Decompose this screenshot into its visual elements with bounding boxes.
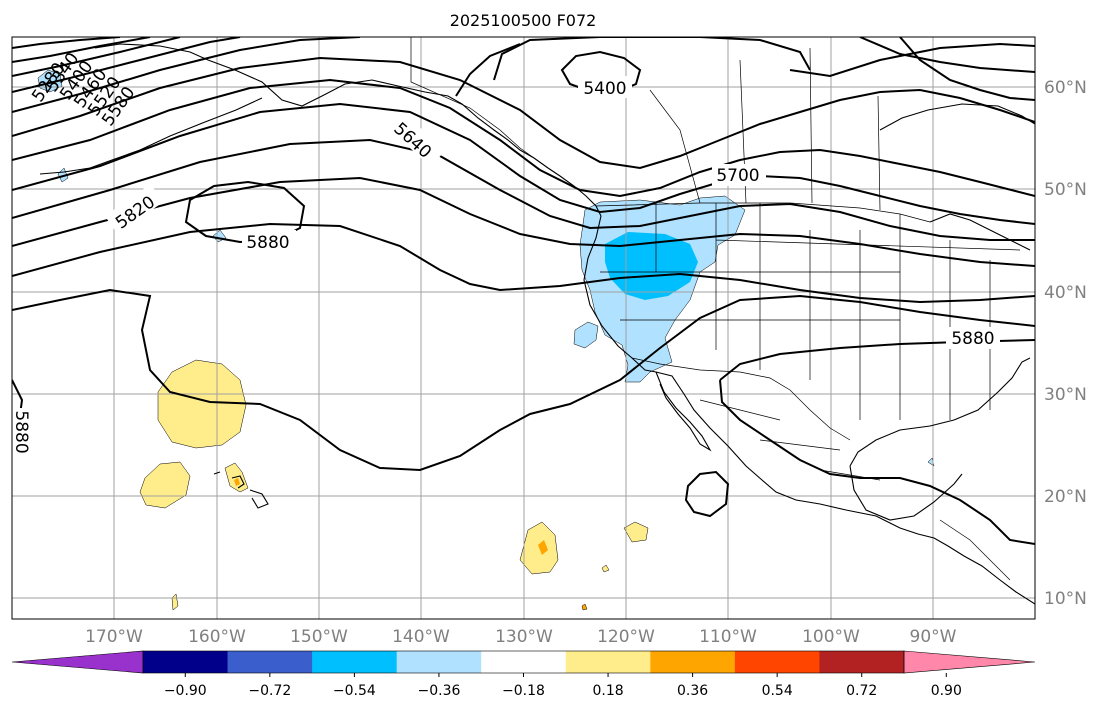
contour-5760: [12, 138, 1035, 241]
lon-label-160w: 160°W: [188, 627, 246, 647]
lat-label-60: 60°N: [1044, 78, 1087, 98]
border-us-canada: [595, 202, 931, 223]
colorbar-tick-label: −0.90: [164, 683, 207, 699]
graticule: [12, 37, 1035, 619]
lat-label-50: 50°N: [1044, 180, 1087, 200]
contour-5520: [12, 37, 361, 113]
colorbar-bin: [227, 651, 313, 673]
lon-label-140w: 140°W: [392, 627, 450, 647]
colorbar-tick-label: 0.18: [592, 683, 623, 699]
colorbar-bin: [396, 651, 482, 673]
colorbar-tick-label: 0.54: [762, 683, 793, 699]
colorbar-bin: [819, 651, 905, 673]
colorbar-bin: [650, 651, 736, 673]
anomaly-spot-2: [581, 603, 588, 611]
contour-5460-east: [493, 37, 811, 81]
contour-label-5400: 5400: [583, 79, 626, 99]
colorbar-tick-label: 0.72: [846, 683, 877, 699]
height-contours: [12, 37, 1035, 545]
contour-5580-e: [859, 37, 1035, 73]
contour-5520-east: [455, 42, 1035, 97]
colorbar-bin: [143, 651, 229, 673]
lat-label-20: 20°N: [1044, 487, 1087, 507]
colorbar-tick-label: 0.90: [931, 683, 962, 699]
colorbar-tick-label: −0.36: [417, 683, 460, 699]
lon-label-90w: 90°W: [910, 627, 957, 647]
colorbar-bin: [481, 651, 567, 673]
map-frame: [11, 36, 1036, 620]
border-central-america: [939, 519, 1011, 581]
anomaly-east-pacific-core: [538, 540, 548, 555]
contour-5640: [12, 78, 1035, 198]
anomaly-mexico-offshore: [623, 521, 649, 543]
colorbar-tick-label: −0.72: [248, 683, 291, 699]
lon-label-150w: 150°W: [290, 627, 348, 647]
anomaly-calif-coast: [573, 321, 599, 349]
colorbar-bin: [312, 651, 398, 673]
lat-label-40: 40°N: [1044, 283, 1087, 303]
longitude-labels: 170°W 160°W 150°W 140°W 130°W 120°W 110°…: [85, 627, 957, 647]
contour-5820-b: [12, 222, 1035, 304]
contour-label-5700: 5700: [716, 166, 759, 186]
anomaly-hawaii-core: [234, 478, 240, 486]
coast-great-lakes: [929, 213, 1031, 251]
latitude-labels: 60°N 50°N 40°N 30°N 20°N 10°N: [1044, 78, 1087, 609]
colorbar-tick-label: −0.18: [502, 683, 545, 699]
contour-5880-ridge: [12, 288, 1035, 472]
lat-label-30: 30°N: [1044, 385, 1087, 405]
colorbar-extend-high: [903, 650, 1036, 674]
anomaly-ne-hawaii: [157, 359, 247, 449]
coast-baja: [655, 371, 712, 452]
colorbar-tick-label: −0.54: [333, 683, 376, 699]
map-plot-area: 5400 5640 5700 5820 5880 5880 5880 5580 …: [11, 37, 1035, 619]
lon-label-130w: 130°W: [495, 627, 553, 647]
lat-label-10: 10°N: [1044, 589, 1087, 609]
coast-west-us: [583, 215, 1035, 605]
coastlines: [39, 43, 1035, 605]
lon-label-100w: 100°W: [802, 627, 860, 647]
contour-5580-e2: [899, 37, 1035, 101]
anomaly-aleutian-spot: [57, 167, 69, 183]
coast-gulf: [849, 357, 1031, 521]
anomaly-east-pacific: [519, 521, 559, 575]
contour-5700: [12, 102, 1035, 225]
contour-5880-closed-central: [184, 180, 306, 244]
contour-5340: [12, 37, 151, 63]
contour-5280: [12, 37, 121, 49]
contour-label-5880-east: 5880: [951, 329, 994, 349]
lon-label-170w: 170°W: [85, 627, 143, 647]
contour-5820-a: [12, 176, 1035, 267]
anomaly-west-us-dark: [605, 232, 698, 300]
contour-5580: [12, 56, 1035, 170]
colorbar-bin: [565, 651, 651, 673]
border-alaska-canada: [410, 37, 549, 169]
colorbar-extend-low: [11, 650, 144, 674]
chart-title: 2025100500 F072: [450, 11, 597, 30]
contour-label-5880-central: 5880: [246, 233, 289, 253]
lon-label-110w: 110°W: [699, 627, 757, 647]
lon-label-120w: 120°W: [597, 627, 655, 647]
contour-5460: [12, 37, 241, 93]
contour-label-5880-west: 5880: [11, 410, 31, 453]
coast-hawaii: [213, 471, 269, 509]
colorbar: −0.90 −0.72 −0.54 −0.36 −0.18 0.18 0.36 0.54 0.7…: [11, 650, 1036, 699]
colorbar-bin: [734, 651, 820, 673]
contour-5880-closed-east: [684, 470, 730, 518]
colorbar-tick-label: 0.36: [677, 683, 708, 699]
anomaly-spot-1: [601, 564, 610, 573]
coast-alaska: [94, 43, 602, 217]
border-us-mexico: [631, 357, 851, 441]
contour-5400-west: [12, 37, 181, 77]
coast-hudson: [879, 103, 1035, 131]
